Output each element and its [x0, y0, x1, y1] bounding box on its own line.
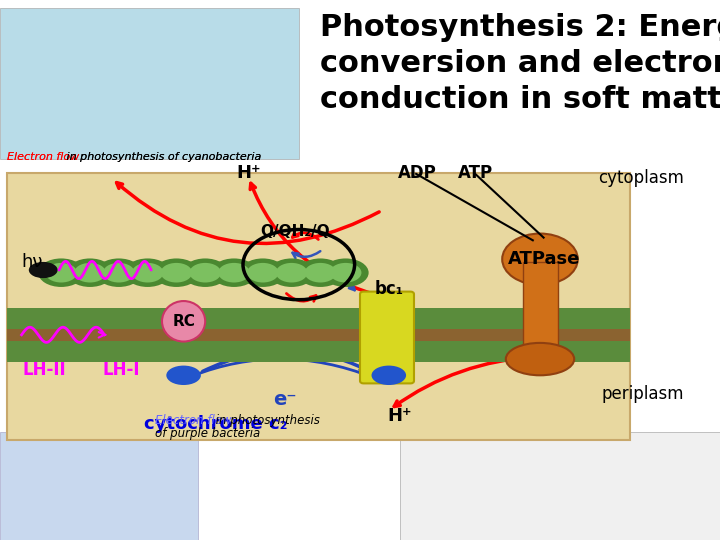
FancyBboxPatch shape	[7, 341, 630, 362]
Ellipse shape	[182, 259, 228, 287]
Ellipse shape	[38, 259, 84, 287]
Ellipse shape	[323, 259, 369, 287]
Ellipse shape	[247, 263, 279, 282]
Ellipse shape	[166, 366, 201, 385]
Ellipse shape	[162, 301, 205, 341]
Ellipse shape	[305, 263, 336, 282]
Text: Photosynthesis 2: Energy
conversion and electron
conduction in soft matter: Photosynthesis 2: Energy conversion and …	[320, 14, 720, 114]
Ellipse shape	[330, 263, 361, 282]
Text: Q/QH₂/Q: Q/QH₂/Q	[261, 224, 330, 239]
Text: H⁺: H⁺	[236, 164, 261, 182]
Ellipse shape	[103, 263, 135, 282]
Ellipse shape	[240, 259, 286, 287]
FancyBboxPatch shape	[7, 316, 630, 362]
Ellipse shape	[211, 259, 257, 287]
FancyBboxPatch shape	[360, 292, 414, 383]
Ellipse shape	[161, 263, 192, 282]
Ellipse shape	[505, 343, 575, 375]
Text: Electron flow: Electron flow	[155, 414, 231, 427]
Ellipse shape	[74, 263, 106, 282]
Text: ATPase: ATPase	[508, 250, 580, 268]
Text: in photosynthesis: in photosynthesis	[212, 414, 320, 427]
Ellipse shape	[153, 259, 199, 287]
FancyBboxPatch shape	[523, 262, 558, 359]
Text: cytochrome c₂: cytochrome c₂	[144, 415, 288, 433]
Text: Electron flow: Electron flow	[7, 152, 79, 162]
Text: ATP: ATP	[458, 164, 492, 182]
FancyBboxPatch shape	[400, 432, 720, 540]
Ellipse shape	[45, 263, 77, 282]
Text: hν: hν	[22, 253, 43, 271]
FancyBboxPatch shape	[0, 8, 299, 159]
Text: H⁺: H⁺	[387, 407, 412, 425]
Ellipse shape	[96, 259, 142, 287]
FancyBboxPatch shape	[0, 432, 198, 540]
Ellipse shape	[503, 233, 577, 285]
Text: periplasm: periplasm	[601, 385, 684, 403]
Ellipse shape	[67, 259, 113, 287]
Text: in photosynthesis of cyanobacteria: in photosynthesis of cyanobacteria	[63, 152, 261, 162]
Text: in photosynthesis of cyanobacteria: in photosynthesis of cyanobacteria	[63, 152, 261, 162]
Ellipse shape	[297, 259, 343, 287]
Text: RC: RC	[172, 314, 195, 329]
FancyBboxPatch shape	[7, 308, 630, 329]
Text: bc₁: bc₁	[374, 280, 403, 298]
Text: Electron flow: Electron flow	[7, 152, 79, 162]
Ellipse shape	[276, 263, 307, 282]
Ellipse shape	[269, 259, 315, 287]
Ellipse shape	[29, 262, 58, 278]
Text: LH-I: LH-I	[102, 361, 140, 379]
Text: e⁻: e⁻	[273, 390, 296, 409]
Text: cytoplasm: cytoplasm	[598, 169, 684, 187]
Ellipse shape	[125, 259, 171, 287]
Ellipse shape	[372, 366, 406, 385]
Ellipse shape	[132, 263, 163, 282]
Text: ADP: ADP	[398, 164, 437, 182]
Ellipse shape	[189, 263, 221, 282]
Text: of purple bacteria: of purple bacteria	[155, 427, 260, 440]
Text: LH-II: LH-II	[23, 361, 66, 379]
Ellipse shape	[218, 263, 250, 282]
FancyBboxPatch shape	[7, 173, 630, 440]
